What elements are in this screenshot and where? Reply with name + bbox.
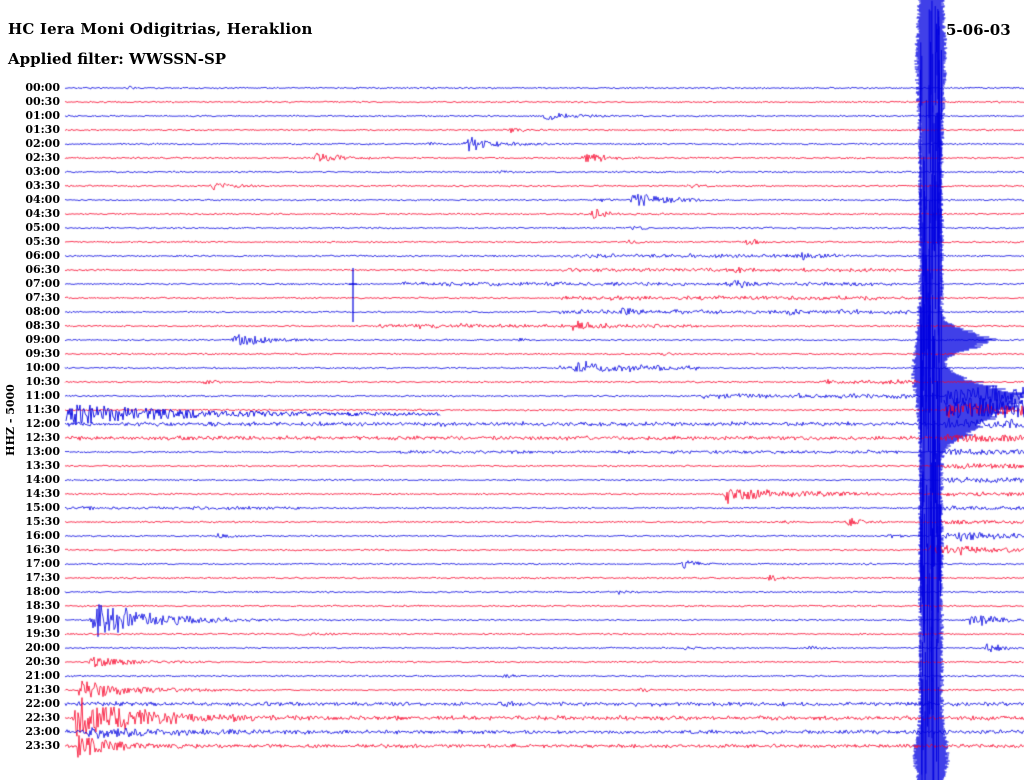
seismogram-canvas bbox=[0, 0, 1024, 780]
helicorder-page: HC Iera Moni Odigitrias, Heraklion Appli… bbox=[0, 0, 1024, 780]
